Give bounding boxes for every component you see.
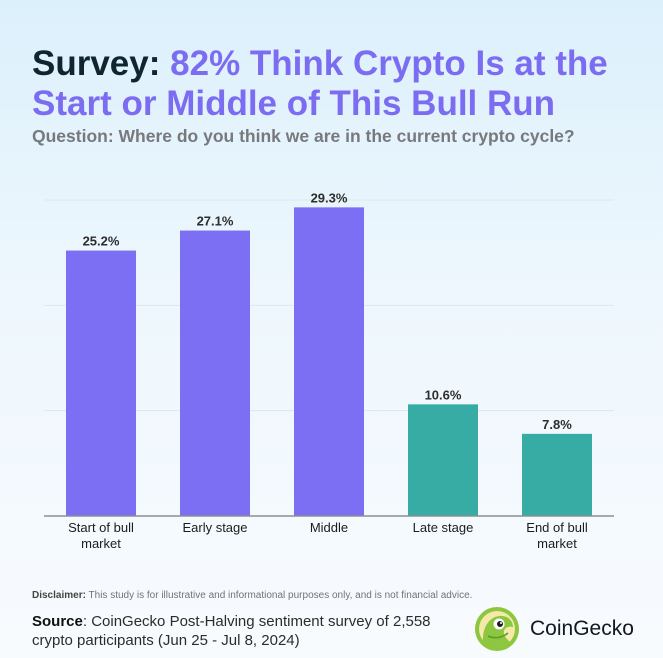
title-highlight: 82% Think Crypto Is at the Start or Midd… xyxy=(32,44,608,123)
bar-0 xyxy=(66,250,136,516)
value-label-4: 7.8% xyxy=(542,417,572,432)
value-label-2: 29.3% xyxy=(311,190,348,205)
bar-3 xyxy=(408,404,478,516)
source-text: : CoinGecko Post-Halving sentiment surve… xyxy=(32,613,431,649)
disclaimer-label: Disclaimer: xyxy=(32,590,86,601)
bar-chart: 25.2% 27.1% 29.3% 10.6% 7.8% Start of bull ma… xyxy=(44,190,614,551)
coingecko-logo: CoinGecko xyxy=(474,606,634,652)
title-prefix: Survey: xyxy=(32,44,161,83)
value-label-0: 25.2% xyxy=(83,234,120,249)
category-labels: Start of bull market Early stage Middle Late… xyxy=(68,520,588,551)
chart-title: Survey: 82% Think Crypto Is at the Start… xyxy=(32,44,642,124)
category-label-2: Middle xyxy=(310,520,348,535)
chart-subtitle: Question: Where do you think we are in t… xyxy=(32,126,575,146)
category-label-1: Early stage xyxy=(182,520,247,535)
category-label-3: Late stage xyxy=(413,520,474,535)
bar-1 xyxy=(180,230,250,516)
logo-text: CoinGecko xyxy=(530,617,634,640)
source-label: Source xyxy=(32,613,83,630)
disclaimer: Disclaimer: This study is for illustrati… xyxy=(32,590,472,601)
bar-4 xyxy=(522,433,592,516)
bars xyxy=(66,207,592,516)
value-label-3: 10.6% xyxy=(425,387,462,402)
gecko-icon xyxy=(475,607,519,651)
source-note: Source: CoinGecko Post-Halving sentiment… xyxy=(32,612,452,650)
value-label-1: 27.1% xyxy=(197,214,234,229)
disclaimer-text: This study is for illustrative and infor… xyxy=(88,590,473,601)
value-labels: 25.2% 27.1% 29.3% 10.6% 7.8% xyxy=(83,190,573,431)
category-label-4: End of bull market xyxy=(526,520,588,551)
category-label-0: Start of bull market xyxy=(68,520,134,551)
bar-2 xyxy=(294,207,364,516)
